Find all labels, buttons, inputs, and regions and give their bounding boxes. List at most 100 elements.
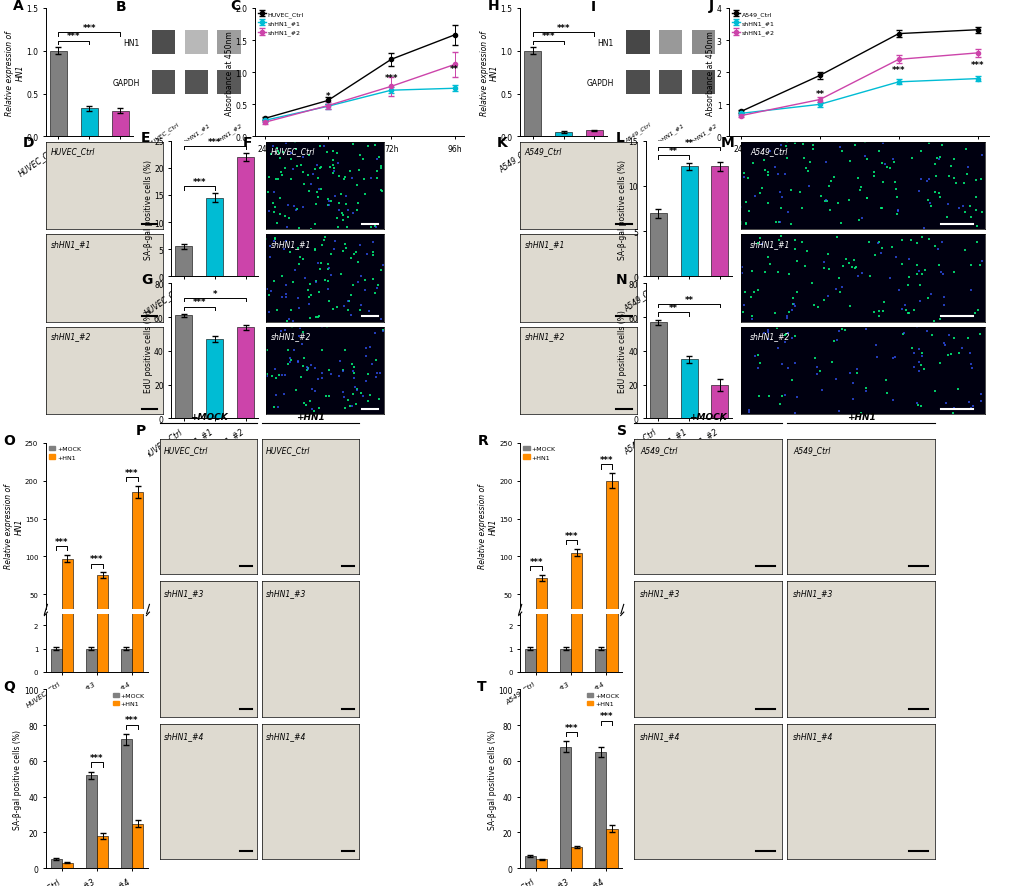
Bar: [571, 847, 582, 868]
Bar: [524, 51, 541, 137]
Point: [405, 192, 421, 206]
Text: T: T: [477, 679, 486, 693]
Bar: [184, 71, 208, 95]
Text: N: N: [614, 273, 627, 287]
Bar: [605, 481, 616, 633]
Text: J: J: [708, 0, 713, 12]
Point: [460, 52, 476, 66]
Point: [479, 185, 495, 199]
Point: [956, 141, 972, 155]
Text: shHN1_#1: shHN1_#1: [181, 121, 211, 145]
Bar: [131, 824, 143, 868]
Point: [858, 112, 874, 126]
Bar: [131, 493, 143, 633]
Text: C: C: [229, 0, 239, 12]
Bar: [536, 578, 547, 633]
Bar: [86, 649, 97, 672]
Text: ***: ***: [541, 32, 554, 42]
Point: [342, 15, 359, 29]
Point: [492, 20, 508, 35]
Point: [1010, 0, 1019, 4]
Bar: [184, 31, 208, 55]
Point: [343, 34, 360, 48]
Point: [932, 341, 949, 355]
Point: [932, 12, 949, 26]
Text: G: G: [141, 273, 152, 287]
Text: ***: ***: [55, 537, 68, 547]
Bar: [236, 328, 254, 419]
Text: shHN1_#2: shHN1_#2: [271, 332, 311, 341]
Point: [824, 37, 841, 51]
Point: [713, 239, 730, 253]
Bar: [152, 31, 175, 55]
Bar: [710, 385, 728, 419]
Bar: [691, 31, 714, 55]
Bar: [120, 649, 131, 672]
Bar: [62, 559, 73, 633]
Text: shHN1_#2: shHN1_#2: [750, 332, 790, 341]
Bar: [97, 576, 108, 633]
Point: [364, 0, 380, 5]
Text: I: I: [590, 0, 595, 14]
Text: E: E: [141, 131, 151, 145]
Text: ***: ***: [83, 24, 96, 34]
Text: shHN1_#4: shHN1_#4: [793, 731, 833, 740]
Text: O: O: [3, 433, 15, 447]
Point: [1010, 162, 1019, 176]
Point: [421, 301, 437, 315]
Legend: HUVEC_Ctrl, shHN1_#1, shHN1_#2: HUVEC_Ctrl, shHN1_#1, shHN1_#2: [258, 12, 304, 36]
Point: [887, 120, 903, 135]
Bar: [554, 133, 572, 137]
Point: [905, 4, 921, 19]
Text: HN1: HN1: [123, 39, 140, 48]
Text: GAPDH: GAPDH: [112, 79, 140, 88]
Text: shHN1_#1: shHN1_#1: [271, 239, 311, 248]
Point: [770, 228, 787, 242]
Text: **: **: [684, 295, 693, 305]
Legend: +MOCK, +HN1: +MOCK, +HN1: [112, 693, 145, 707]
Bar: [658, 71, 682, 95]
Point: [879, 186, 896, 200]
Point: [722, 27, 739, 42]
Y-axis label: SA-β-gal positive cells (%): SA-β-gal positive cells (%): [618, 159, 627, 260]
Point: [702, 108, 718, 122]
Bar: [525, 649, 536, 672]
Bar: [605, 0, 616, 672]
Point: [341, 187, 358, 201]
Y-axis label: Absorbance at 450nm: Absorbance at 450nm: [706, 31, 714, 115]
Point: [891, 198, 907, 213]
Bar: [559, 649, 571, 672]
Legend: +MOCK, +HN1: +MOCK, +HN1: [586, 693, 619, 707]
Point: [507, 159, 524, 173]
Y-axis label: SA-β-gal positive cells (%): SA-β-gal positive cells (%): [487, 729, 496, 829]
Bar: [559, 747, 571, 868]
Text: ***: ***: [970, 61, 983, 70]
Point: [972, 2, 988, 16]
Text: ***: ***: [125, 469, 139, 478]
Point: [890, 85, 906, 99]
Text: ***: ***: [384, 74, 397, 82]
Bar: [691, 71, 714, 95]
Bar: [62, 863, 73, 868]
Point: [419, 124, 435, 138]
Text: shHN1_#1: shHN1_#1: [51, 239, 91, 248]
Text: B: B: [116, 0, 126, 14]
Bar: [152, 71, 175, 95]
Point: [508, 266, 525, 280]
Bar: [649, 323, 666, 419]
Text: **: **: [684, 138, 693, 148]
Bar: [111, 112, 128, 137]
Text: H: H: [487, 0, 498, 12]
Point: [950, 49, 966, 63]
Bar: [605, 829, 616, 868]
Point: [527, 247, 543, 261]
Bar: [649, 214, 666, 276]
Point: [693, 0, 709, 3]
Point: [618, 170, 634, 184]
Point: [616, 144, 633, 159]
Text: HUVEC_Ctrl: HUVEC_Ctrl: [51, 147, 95, 156]
Text: A: A: [13, 0, 23, 12]
Bar: [206, 339, 223, 419]
Point: [1016, 51, 1019, 65]
Point: [496, 52, 513, 66]
